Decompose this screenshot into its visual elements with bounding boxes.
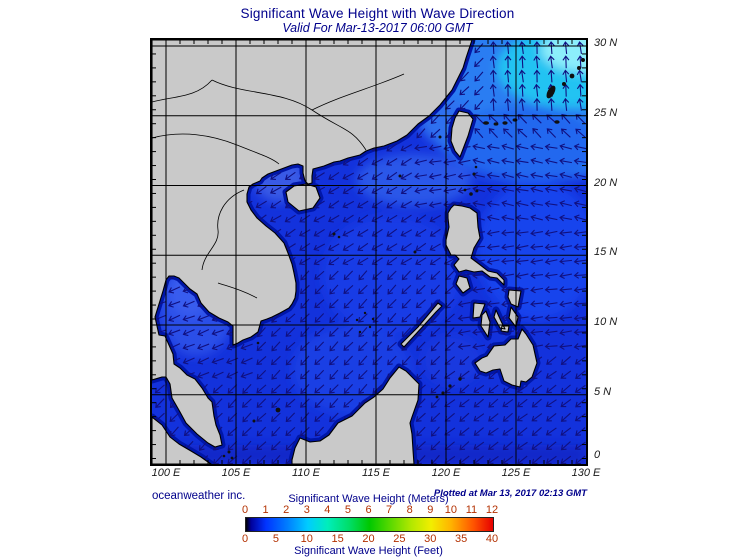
feet-tick: 35 <box>455 533 468 545</box>
chart-valid-time: Valid For Mar-13-2017 06:00 GMT <box>282 21 473 35</box>
feet-tick: 10 <box>300 533 313 545</box>
colorbar-title-meters: Significant Wave Height (Meters) <box>288 493 449 505</box>
meters-tick: 3 <box>303 504 310 516</box>
lat-label: 20 N <box>594 176 618 189</box>
lon-label: 120 E <box>431 467 461 479</box>
meters-tick: 11 <box>465 504 478 516</box>
meters-tick: 2 <box>283 504 290 516</box>
lat-label: 10 N <box>594 316 618 328</box>
meters-tick: 10 <box>444 504 457 516</box>
feet-tick: 20 <box>362 533 375 545</box>
lat-label: 15 N <box>594 246 618 259</box>
lon-label: 115 E <box>362 467 390 479</box>
lon-label: 100 E <box>151 467 181 479</box>
lat-label: 5 N <box>594 385 612 398</box>
graticule-grid <box>152 40 586 464</box>
lon-label: 105 E <box>221 467 251 479</box>
colorbar-title-feet: Significant Wave Height (Feet) <box>294 545 443 557</box>
meters-tick: 0 <box>241 504 249 516</box>
lat-label: 25 N <box>594 106 618 119</box>
meters-tick: 6 <box>365 504 372 516</box>
meters-tick: 5 <box>344 504 351 516</box>
meters-tick: 7 <box>386 504 393 516</box>
lon-label: 125 E <box>501 467 531 479</box>
lat-label: 0 <box>594 449 601 461</box>
lon-label: 130 E <box>571 467 601 479</box>
map-plot-area <box>150 38 588 466</box>
feet-tick: 25 <box>393 533 406 545</box>
meters-tick: 1 <box>262 504 269 516</box>
lat-label: 30 N <box>594 37 618 49</box>
plotted-timestamp: Plotted at Mar 13, 2017 02:13 GMT <box>433 488 587 499</box>
small-islands <box>222 58 585 460</box>
feet-tick: 0 <box>241 533 249 545</box>
feet-tick: 30 <box>424 533 437 545</box>
chart-title: Significant Wave Height with Wave Direct… <box>240 6 515 21</box>
meters-tick: 9 <box>427 504 434 516</box>
colorbar-gradient <box>245 517 494 532</box>
feet-tick: 5 <box>272 533 279 545</box>
lon-label: 110 E <box>292 467 320 479</box>
meters-tick: 8 <box>406 504 413 516</box>
feet-tick: 15 <box>331 533 344 545</box>
frame-ticks <box>152 40 586 464</box>
wave-map-image <box>152 40 586 464</box>
meters-tick: 12 <box>485 504 499 516</box>
country-borders <box>152 73 405 299</box>
feet-tick: 40 <box>485 533 499 545</box>
credit-text: oceanweather inc. <box>152 490 246 502</box>
meters-tick: 4 <box>324 504 331 516</box>
